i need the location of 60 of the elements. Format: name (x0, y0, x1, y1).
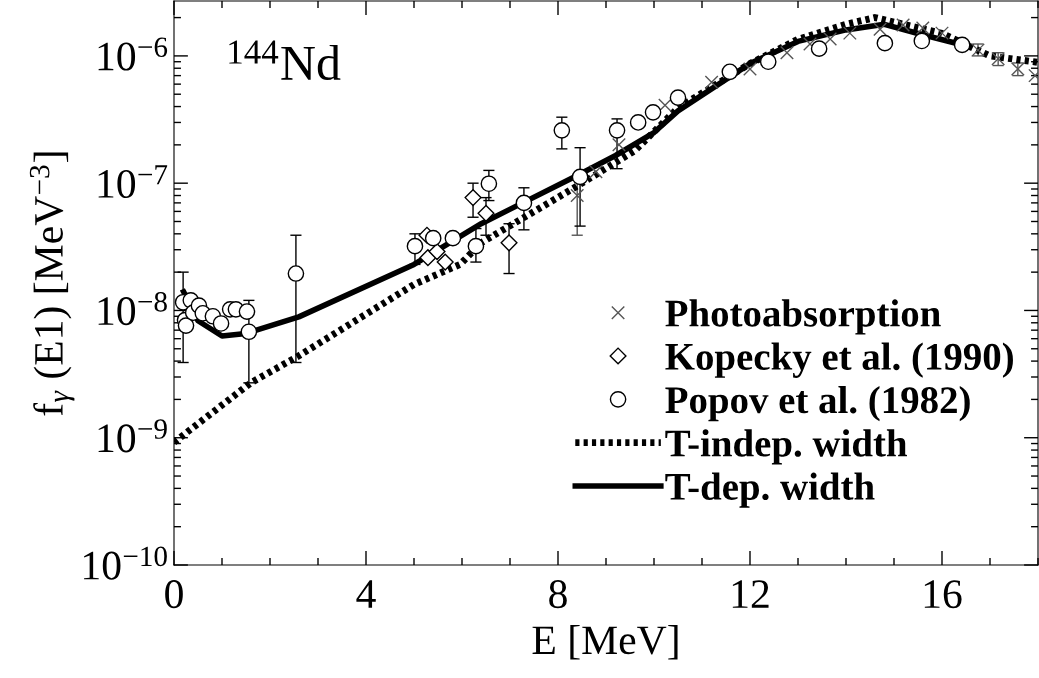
point (406, 237, 424, 255)
point (477, 204, 495, 222)
point (424, 229, 442, 247)
x-axis-title: E [MeV] (532, 625, 678, 660)
point (629, 114, 647, 131)
point (721, 63, 739, 81)
point (873, 22, 888, 37)
point (436, 253, 454, 271)
point (913, 32, 931, 50)
point (842, 26, 857, 41)
point (570, 188, 585, 203)
point (803, 37, 817, 51)
point (571, 168, 589, 186)
point (644, 104, 662, 121)
annotation: $^{144}$Nd (229, 40, 341, 81)
point (743, 61, 757, 76)
x-tick-label: 4 (356, 580, 376, 608)
point (704, 75, 719, 90)
legend-label: Popov et al. (1982) (665, 386, 970, 422)
point (240, 323, 258, 341)
legend-label: T-dep. width (665, 472, 875, 508)
y-axis-title: f$_{γ}$ (E1) [MeV$^{−3}$] (29, 152, 75, 416)
x-tick-label: 0 (165, 580, 183, 609)
x-tick-label: 12 (732, 580, 769, 608)
point (810, 40, 828, 57)
point (935, 26, 949, 41)
point (953, 36, 971, 54)
x-tick-label: 8 (549, 580, 567, 609)
point (896, 18, 911, 32)
point (876, 34, 894, 52)
point (467, 237, 485, 255)
point (444, 229, 462, 247)
y-tick-label: 10$^{−8}$ (98, 291, 167, 326)
point (608, 122, 626, 139)
point (823, 31, 838, 46)
point (588, 164, 603, 179)
point (915, 20, 930, 35)
point (212, 315, 230, 332)
point (780, 45, 794, 60)
legend-label: Kopecky et al. (1990) (665, 342, 1013, 378)
y-tick-label: 10$^{−6}$ (98, 37, 168, 71)
point (500, 234, 518, 252)
y-tick-label: 10$^{−7}$ (98, 165, 168, 199)
point (428, 243, 446, 261)
legend-label: Photoabsorption (665, 299, 941, 335)
point (669, 89, 687, 106)
point (238, 303, 256, 320)
point (177, 317, 195, 334)
point (515, 194, 533, 212)
point (612, 137, 626, 152)
point (464, 189, 482, 207)
legend-label: T-indep. width (665, 429, 907, 465)
point (480, 175, 498, 193)
point (658, 98, 672, 113)
point (553, 122, 571, 139)
point (759, 53, 777, 71)
x-tick-label: 16 (924, 580, 962, 609)
point (287, 265, 305, 282)
y-tick-label: 10$^{−10}$ (84, 546, 167, 580)
y-tick-label: 10$^{−9}$ (98, 419, 167, 453)
